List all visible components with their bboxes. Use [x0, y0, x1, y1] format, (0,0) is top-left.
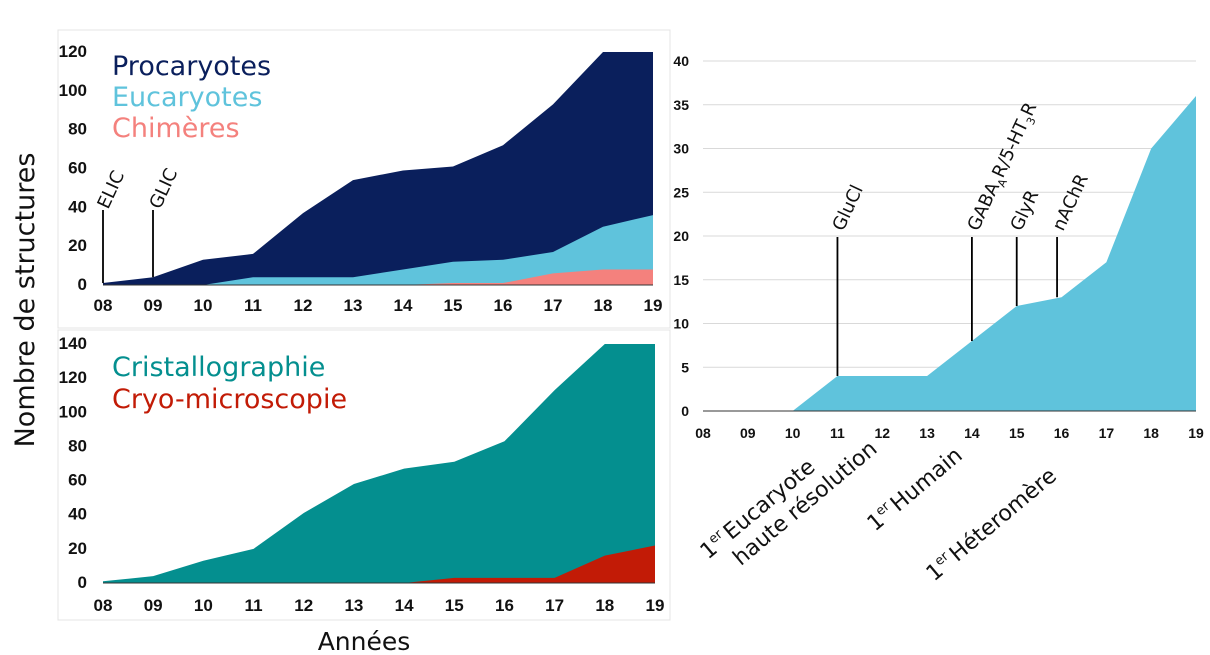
- x-tick-label: 19: [1188, 425, 1204, 441]
- y-tick-label: 0: [78, 573, 87, 592]
- y-tick-label: 40: [673, 53, 689, 69]
- legend-procaryotes: Procaryotes: [112, 51, 271, 82]
- x-tick-label: 14: [395, 596, 414, 615]
- x-tick-label: 15: [445, 596, 464, 615]
- x-tick-label: 18: [594, 296, 613, 315]
- y-tick-label: 120: [59, 368, 87, 387]
- area-series: [103, 545, 655, 583]
- x-tick-label: 13: [919, 425, 935, 441]
- x-tick-label: 10: [194, 596, 213, 615]
- chart-origine: 0 20 40 60 80 100 120 08 09 10 11 12 13 14 15 16 17 18 19: [59, 42, 663, 315]
- y-tick-label: 20: [673, 228, 689, 244]
- legend-eucaryotes: Eucaryotes: [112, 82, 262, 113]
- x-tick-label: 14: [394, 296, 413, 315]
- annotation-glic: GLIC: [145, 165, 182, 212]
- y-tick-label: 0: [78, 275, 87, 294]
- x-tick-label: 13: [344, 296, 363, 315]
- x-tick-label: 16: [1054, 425, 1070, 441]
- x-tick-label: 09: [144, 296, 163, 315]
- svg-text:GlyR: GlyR: [1006, 187, 1043, 234]
- x-tick-label: 15: [444, 296, 463, 315]
- x-tick-label: 12: [294, 296, 313, 315]
- y-tick-label: 60: [68, 471, 87, 490]
- x-tick-label: 08: [94, 296, 113, 315]
- y-tick-label: 10: [673, 316, 689, 332]
- x-tick-label: 15: [1009, 425, 1025, 441]
- legend-chimeres: Chimères: [112, 113, 240, 144]
- area-series: [103, 52, 653, 285]
- annotation-glyr: GlyR: [1006, 187, 1043, 234]
- annotation-glucl: GluCl: [828, 182, 867, 234]
- svg-text:GluCl: GluCl: [828, 182, 867, 234]
- x-tick-label: 17: [545, 596, 564, 615]
- x-tick-label: 19: [646, 596, 665, 615]
- x-tick-label: 16: [495, 596, 514, 615]
- x-tick-label: 16: [494, 296, 513, 315]
- legend-cristallographie: Cristallographie: [112, 352, 325, 383]
- x-tick-label: 11: [830, 425, 845, 441]
- svg-text:nAChR: nAChR: [1048, 171, 1092, 234]
- y-tick-label: 25: [673, 184, 689, 200]
- x-tick-label: 12: [874, 425, 890, 441]
- y-tick-label: 40: [68, 505, 87, 524]
- y-tick-label: 80: [68, 436, 87, 455]
- area-series: [103, 215, 653, 285]
- x-tick-label: 14: [964, 425, 980, 441]
- y-tick-label: 20: [68, 236, 87, 255]
- y-tick-label: 20: [68, 539, 87, 558]
- x-tick-label: 17: [544, 296, 563, 315]
- chart-methode: 0 20 40 60 80 100 120 140 08 09 10 11 12 13 14 15 16 17 18…: [59, 334, 665, 615]
- x-tick-label: 18: [595, 596, 614, 615]
- annotation-nachr: nAChR: [1048, 171, 1092, 234]
- y-tick-label: 35: [673, 97, 689, 113]
- svg-text:ELIC: ELIC: [93, 168, 129, 212]
- chart-eucaryotes: 0 5 10 15 20 25 30 35 40 08 09 10 11 12 13 14 15 16 17 18 19: [673, 53, 1204, 441]
- x-tick-label: 08: [695, 425, 711, 441]
- x-tick-label: 10: [194, 296, 213, 315]
- x-tick-label: 11: [245, 596, 263, 615]
- x-tick-label: 13: [344, 596, 363, 615]
- panel-top-left-frame: [57, 29, 671, 329]
- area-series: [103, 269, 653, 285]
- y-tick-label: 40: [68, 197, 87, 216]
- x-axis-title: Années: [318, 627, 411, 655]
- y-tick-label: 0: [681, 403, 689, 419]
- x-tick-label: 11: [244, 296, 262, 315]
- x-tick-label: 17: [1099, 425, 1115, 441]
- y-tick-label: 5: [681, 359, 689, 375]
- y-tick-label: 80: [68, 120, 87, 139]
- x-tick-label: 19: [644, 296, 663, 315]
- y-axis-title: Nombre de structures: [10, 153, 41, 448]
- x-tick-label: 09: [740, 425, 756, 441]
- svg-text:GLIC: GLIC: [145, 165, 182, 212]
- x-tick-label: 09: [144, 596, 163, 615]
- x-tick-label: 10: [785, 425, 801, 441]
- area-series: [703, 96, 1196, 411]
- x-tick-label: 12: [294, 596, 313, 615]
- y-tick-label: 30: [673, 141, 689, 157]
- annotation-elic: ELIC: [93, 168, 129, 212]
- x-tick-label: 18: [1143, 425, 1159, 441]
- y-tick-label: 100: [59, 81, 87, 100]
- area-series: [103, 344, 655, 583]
- y-tick-label: 60: [68, 159, 87, 178]
- y-tick-label: 15: [673, 272, 689, 288]
- y-tick-label: 140: [59, 334, 87, 353]
- legend-cryo: Cryo-microscopie: [112, 384, 347, 415]
- y-tick-label: 100: [59, 402, 87, 421]
- x-tick-label: 08: [94, 596, 113, 615]
- panel-bottom-left-frame: [57, 329, 671, 621]
- y-tick-label: 120: [59, 42, 87, 61]
